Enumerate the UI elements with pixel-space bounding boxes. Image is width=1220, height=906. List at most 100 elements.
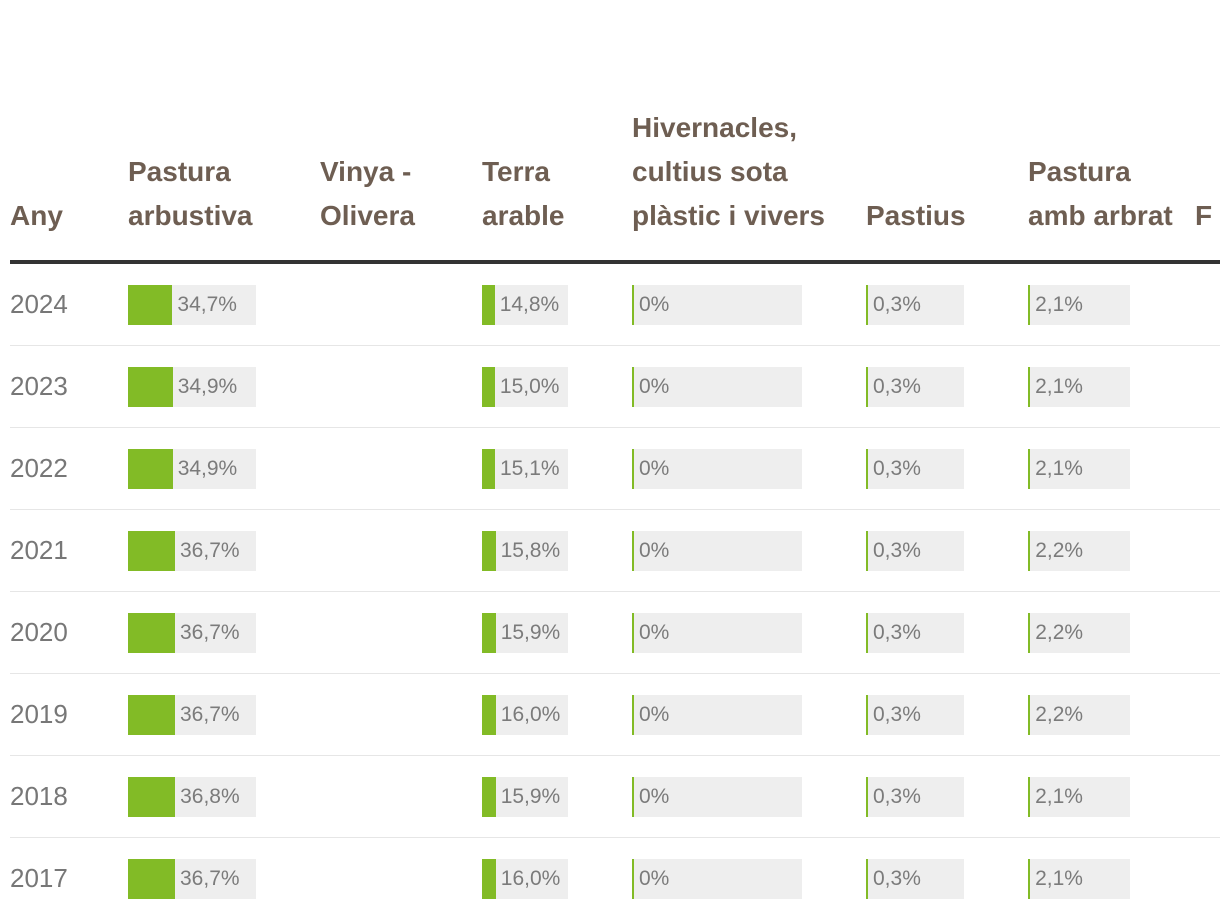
bar-track: 0,3% — [866, 858, 964, 899]
cell-pastura-arbrat: 2,1% — [1028, 755, 1195, 838]
cell-pastura-arbrat: 2,1% — [1028, 262, 1195, 346]
cell-hivernacles: 0% — [632, 837, 866, 906]
bar-fill — [482, 448, 495, 489]
bar-value-label: 0% — [639, 620, 670, 644]
bar-fill — [1028, 776, 1031, 817]
cell-pastius: 0,3% — [866, 509, 1028, 592]
bar-value-label: 15,0% — [499, 374, 560, 398]
bar-fill — [866, 530, 868, 571]
cell-hivernacles: 0% — [632, 509, 866, 592]
bar-value-label: 36,7% — [180, 866, 240, 890]
bar-fill — [632, 858, 634, 899]
bar-value-label: 2,2% — [1035, 620, 1084, 644]
bar-value-label: 15,9% — [500, 620, 561, 644]
bar-value-label: 34,7% — [177, 292, 237, 316]
table-row: 2020 36,7% 15,9% 0% 0,3% 2,2% — [10, 591, 1220, 674]
bar-track: 2,1% — [1028, 366, 1130, 407]
bar-fill — [866, 284, 868, 325]
table-row: 2022 34,9% 15,1% 0% 0,3% 2,1% — [10, 427, 1220, 510]
col-header-extra[interactable]: F s O — [1195, 0, 1220, 264]
bar-track: 36,7% — [128, 858, 256, 899]
bar-track: 15,9% — [482, 612, 568, 653]
bar-track: 34,7% — [128, 284, 256, 325]
year-cell: 2017 — [10, 837, 128, 906]
col-header-vinya-olivera[interactable]: Vinya - Olivera — [320, 0, 482, 264]
cell-terra-arable: 16,0% — [482, 837, 632, 906]
cell-vinya-olivera — [320, 509, 482, 592]
bar-value-label: 0% — [639, 866, 670, 890]
cell-terra-arable: 14,8% — [482, 262, 632, 346]
bar-fill — [1028, 858, 1031, 899]
cell-vinya-olivera — [320, 755, 482, 838]
col-header-pastius[interactable]: Pastius — [866, 0, 1028, 264]
bar-track: 0% — [632, 448, 802, 489]
bar-track: 0,3% — [866, 530, 964, 571]
bar-fill — [482, 366, 495, 407]
cell-pastius: 0,3% — [866, 591, 1028, 674]
table-row: 2021 36,7% 15,8% 0% 0,3% 2,2% — [10, 509, 1220, 592]
col-header-terra-arable[interactable]: Terra arable — [482, 0, 632, 264]
bar-fill — [128, 530, 175, 571]
cell-pastura-arbrat: 2,1% — [1028, 427, 1195, 510]
bar-track: 0,3% — [866, 284, 964, 325]
bar-value-label: 0% — [639, 538, 670, 562]
bar-track: 0% — [632, 530, 802, 571]
cell-hivernacles: 0% — [632, 591, 866, 674]
year-cell: 2019 — [10, 673, 128, 756]
col-header-hivernacles[interactable]: Hivernacles, cultius sota plàstic i vive… — [632, 0, 866, 264]
bar-fill — [482, 694, 496, 735]
bar-value-label: 0,3% — [873, 866, 921, 890]
bar-fill — [1028, 694, 1031, 735]
bar-value-label: 0% — [639, 292, 670, 316]
bar-fill — [482, 612, 496, 653]
cell-vinya-olivera — [320, 262, 482, 346]
bar-fill — [632, 612, 634, 653]
bar-track: 15,1% — [482, 448, 568, 489]
bar-value-label: 15,9% — [500, 784, 561, 808]
cell-extra — [1195, 755, 1220, 838]
cell-terra-arable: 15,8% — [482, 509, 632, 592]
bar-fill — [482, 776, 496, 817]
cell-pastura-arbrat: 2,2% — [1028, 673, 1195, 756]
bar-fill — [128, 448, 173, 489]
bar-fill — [632, 530, 634, 571]
cell-extra — [1195, 673, 1220, 756]
bar-track: 0,3% — [866, 612, 964, 653]
cell-pastura-arbrat: 2,1% — [1028, 345, 1195, 428]
year-cell: 2018 — [10, 755, 128, 838]
table-row: 2023 34,9% 15,0% 0% 0,3% 2,1% — [10, 345, 1220, 428]
cell-extra — [1195, 345, 1220, 428]
bar-fill — [1028, 366, 1031, 407]
bar-track: 0,3% — [866, 776, 964, 817]
bar-track: 2,1% — [1028, 448, 1130, 489]
bar-track: 0,3% — [866, 366, 964, 407]
bar-track: 2,1% — [1028, 858, 1130, 899]
cell-vinya-olivera — [320, 837, 482, 906]
cell-extra — [1195, 509, 1220, 592]
cell-pastura-arbustiva: 34,9% — [128, 345, 320, 428]
bar-value-label: 36,7% — [180, 538, 240, 562]
cell-vinya-olivera — [320, 591, 482, 674]
cell-pastura-arbustiva: 34,7% — [128, 262, 320, 346]
cell-pastura-arbustiva: 36,7% — [128, 837, 320, 906]
bar-value-label: 36,7% — [180, 702, 240, 726]
bar-track: 0,3% — [866, 694, 964, 735]
cell-pastius: 0,3% — [866, 345, 1028, 428]
bar-track: 0% — [632, 284, 802, 325]
bar-fill — [632, 776, 634, 817]
cell-pastura-arbustiva: 34,9% — [128, 427, 320, 510]
bar-track: 34,9% — [128, 366, 256, 407]
bar-track: 2,2% — [1028, 530, 1130, 571]
bar-track: 36,7% — [128, 694, 256, 735]
header-row: Any Pastura arbustiva Vinya - Olivera Te… — [10, 0, 1220, 264]
col-header-year[interactable]: Any — [10, 0, 128, 264]
year-cell: 2022 — [10, 427, 128, 510]
bar-value-label: 2,2% — [1035, 538, 1084, 562]
cell-extra — [1195, 427, 1220, 510]
bar-fill — [128, 858, 175, 899]
col-header-pastura-arbrat[interactable]: Pastura amb arbrat — [1028, 0, 1195, 264]
col-header-pastura-arbustiva[interactable]: Pastura arbustiva — [128, 0, 320, 264]
bar-value-label: 2,2% — [1035, 702, 1084, 726]
bar-fill — [866, 612, 868, 653]
bar-fill — [632, 366, 634, 407]
